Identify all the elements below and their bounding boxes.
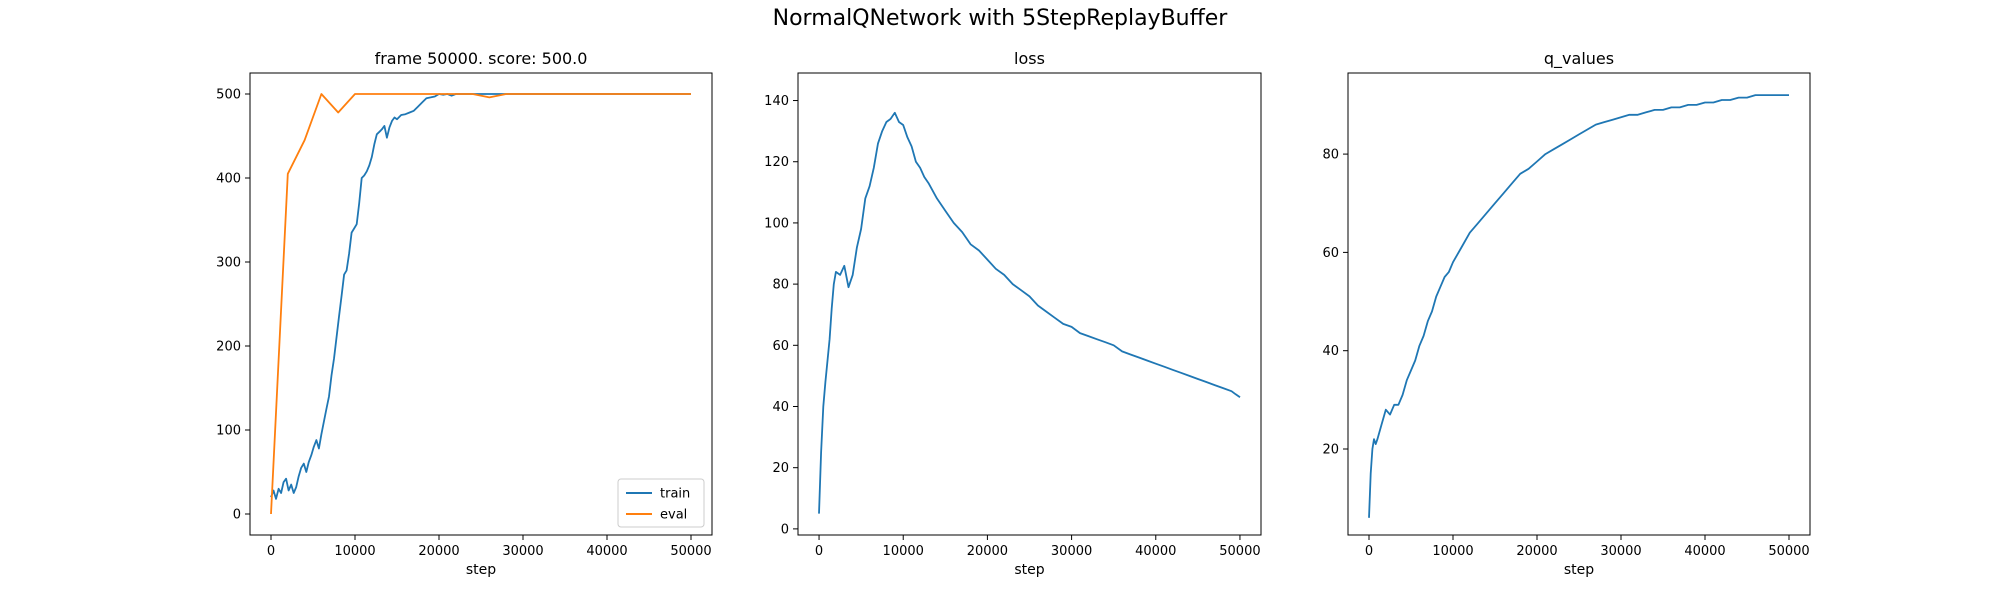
chart-2-xtick-label-5: 50000	[1219, 544, 1260, 559]
chart-2-ytick-label-1: 20	[772, 461, 789, 476]
chart-2-ytick-label-5: 100	[764, 216, 789, 231]
chart-3-xlabel: step	[1564, 562, 1594, 578]
chart-2-ytick-label-2: 40	[772, 400, 789, 415]
chart-3-ytick-label-2: 60	[1322, 246, 1339, 261]
chart-1-legend-label-train: train	[660, 487, 690, 502]
chart-3-title: q_values	[1544, 49, 1614, 69]
chart-1-ytick-label-2: 200	[216, 340, 241, 355]
chart-2-ytick-label-4: 80	[772, 278, 789, 293]
chart-2-frame	[797, 72, 1262, 536]
chart-2-xtick-label-2: 20000	[967, 544, 1008, 559]
chart-2-ytick-label-7: 140	[764, 94, 789, 109]
chart-1-legend-label-eval: eval	[660, 508, 687, 523]
chart-1-ytick-label-5: 500	[216, 88, 241, 103]
chart-1-ytick-label-3: 300	[216, 256, 241, 271]
chart-2-ytick-label-6: 120	[764, 155, 789, 170]
chart-2-ytick-label-0: 0	[781, 522, 789, 537]
chart-2-xtick-label-1: 10000	[883, 544, 924, 559]
chart-1-line-train	[270, 93, 691, 500]
chart-1-ytick-label-4: 400	[216, 172, 241, 187]
chart-2-xtick-label-3: 30000	[1051, 544, 1092, 559]
chart-2-xtick-label-0: 0	[815, 544, 823, 559]
chart-1-xtick-label-2: 20000	[418, 544, 459, 559]
chart-3-ytick-label-1: 40	[1322, 344, 1339, 359]
chart-1-ytick-label-0: 0	[233, 508, 241, 523]
chart-3-ytick-label-3: 80	[1322, 148, 1339, 163]
chart-3-xtick-label-1: 10000	[1432, 544, 1473, 559]
chart-3-ytick-label-0: 20	[1322, 442, 1339, 457]
chart-3-line-series-1	[1368, 94, 1789, 518]
chart-3-xtick-label-5: 50000	[1768, 544, 1809, 559]
chart-1-xtick-label-4: 40000	[586, 544, 627, 559]
chart-1-xtick-label-3: 30000	[502, 544, 543, 559]
figure-title: NormalQNetwork with 5StepReplayBuffer	[772, 6, 1228, 31]
chart-1-xlabel: step	[466, 562, 496, 578]
chart-1-line-eval	[270, 93, 691, 515]
chart-3-xtick-label-2: 20000	[1516, 544, 1557, 559]
chart-1-ytick-label-1: 100	[216, 424, 241, 439]
chart-2-title: loss	[1014, 49, 1045, 68]
chart-2-line-series-1	[818, 111, 1241, 514]
chart-3-xtick-label-3: 30000	[1600, 544, 1641, 559]
chart-1-xtick-label-0: 0	[267, 544, 275, 559]
chart-2-ytick-label-3: 60	[772, 339, 789, 354]
chart-3-xtick-label-0: 0	[1365, 544, 1373, 559]
chart-1-xtick-label-5: 50000	[670, 544, 711, 559]
chart-1-frame	[249, 72, 713, 536]
chart-1-title: frame 50000. score: 500.0	[375, 49, 588, 68]
chart-2-xtick-label-4: 40000	[1135, 544, 1176, 559]
chart-2-xlabel: step	[1014, 562, 1044, 578]
chart-3-xtick-label-4: 40000	[1684, 544, 1725, 559]
chart-3-frame	[1347, 72, 1811, 536]
chart-1-xtick-label-1: 10000	[334, 544, 375, 559]
